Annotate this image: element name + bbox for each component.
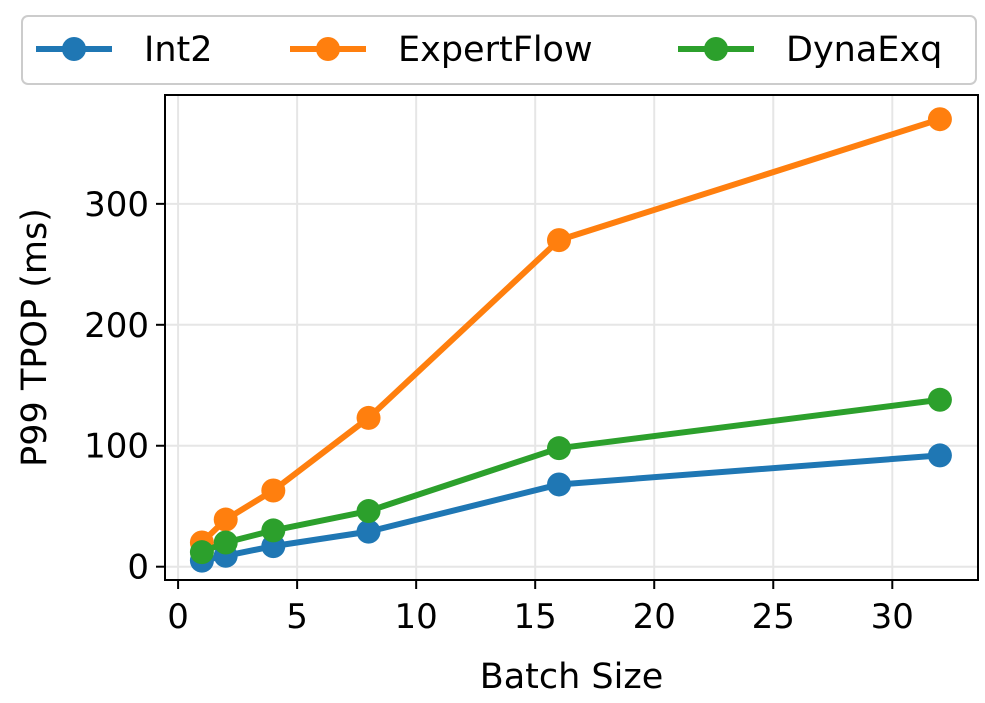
data-point xyxy=(189,540,214,565)
legend-marker-int2 xyxy=(62,37,86,61)
legend-label-expertflow: ExpertFlow xyxy=(398,30,593,70)
legend: Int2 ExpertFlow DynaExq xyxy=(21,15,977,85)
data-point xyxy=(547,472,572,497)
data-point xyxy=(927,107,952,132)
series-dynaexq xyxy=(189,387,952,565)
x-tick-label: 10 xyxy=(395,597,438,637)
series-expertflow xyxy=(189,107,952,555)
y-tick-label: 300 xyxy=(84,185,149,225)
x-tick-label: 0 xyxy=(167,597,189,637)
plot-frame xyxy=(164,94,979,581)
x-axis-label: Batch Size xyxy=(480,657,664,697)
y-tick-label: 0 xyxy=(127,548,149,588)
series-line xyxy=(198,452,943,564)
series-line xyxy=(198,116,943,546)
legend-label-dynaexq: DynaExq xyxy=(786,30,942,70)
data-point xyxy=(213,530,238,555)
legend-marker-dynaexq xyxy=(704,37,728,61)
data-point xyxy=(261,478,286,503)
data-point xyxy=(547,228,572,253)
data-series xyxy=(189,107,952,573)
series-line xyxy=(198,396,943,556)
y-axis-label: P99 TPOP (ms) xyxy=(15,208,55,467)
legend-marker-expertflow xyxy=(316,37,340,61)
data-point xyxy=(927,443,952,468)
data-point xyxy=(213,507,238,532)
x-tick-label: 30 xyxy=(871,597,914,637)
legend-label-int2: Int2 xyxy=(144,30,213,70)
legend-box xyxy=(21,15,977,85)
data-point xyxy=(547,436,572,461)
x-tick-label: 5 xyxy=(286,597,308,637)
y-axis-ticks: 0 100 200 300 xyxy=(84,185,165,588)
y-tick-label: 200 xyxy=(84,306,149,346)
data-point xyxy=(261,518,286,543)
data-point xyxy=(356,519,381,544)
x-tick-label: 25 xyxy=(752,597,795,637)
x-axis-ticks: 0 5 10 15 20 25 30 xyxy=(167,580,914,637)
data-point xyxy=(927,387,952,412)
series-int2 xyxy=(189,443,952,573)
data-point xyxy=(356,405,381,430)
data-point xyxy=(356,499,381,524)
x-tick-label: 20 xyxy=(633,597,676,637)
grid-lines xyxy=(165,95,978,580)
y-tick-label: 100 xyxy=(84,427,149,467)
x-tick-label: 15 xyxy=(514,597,557,637)
